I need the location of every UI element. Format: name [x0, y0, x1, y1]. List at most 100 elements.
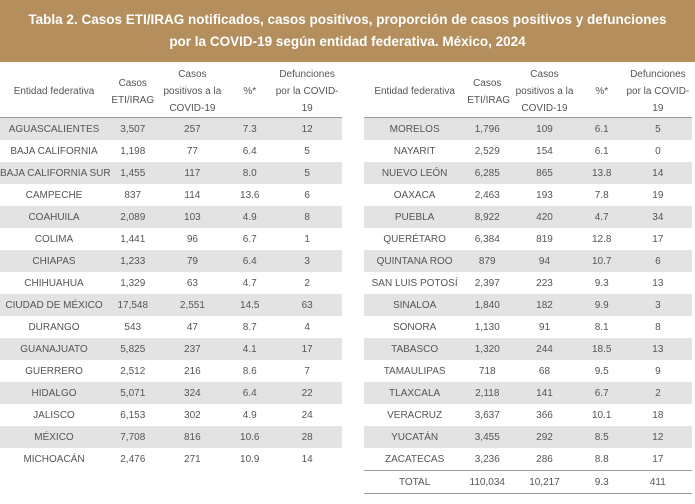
- entity-cell: CAMPECHE: [25, 189, 83, 201]
- table-row: NAYARIT 2,529 154 6.1 0: [364, 140, 692, 162]
- value-cell: 17,548: [108, 294, 158, 316]
- entity-cell: MÉXICO: [0, 426, 108, 448]
- table-row: COLIMA 1,441 96 6.7 1: [0, 228, 342, 250]
- value-cell: 114: [184, 189, 201, 201]
- column-header: Entidad federativa: [0, 66, 108, 118]
- table-row: CAMPECHE 837 114 13.6 6: [0, 184, 342, 206]
- entity-cell: JALISCO: [33, 409, 75, 421]
- value-cell: 2,397: [474, 277, 500, 289]
- value-cell: 47: [186, 321, 198, 333]
- value-cell: 18.5: [579, 338, 624, 360]
- value-cell: 17: [652, 233, 664, 245]
- value-cell: 237: [157, 338, 228, 360]
- value-cell: 1,233: [108, 250, 158, 272]
- table-row: QUERÉTARO 6,384 819 12.8 17: [364, 228, 692, 250]
- table-row: CIUDAD DE MÉXICO 17,548 2,551 14.5 63: [0, 294, 342, 316]
- value-cell: 10.7: [579, 250, 624, 272]
- value-cell: 3,455: [465, 426, 510, 448]
- column-header: Casos ETI/IRAG: [465, 66, 510, 118]
- value-cell: 4.9: [227, 206, 273, 228]
- value-cell: 2: [623, 382, 692, 404]
- table-row: DURANGO 543 47 8.7 4: [0, 316, 342, 338]
- value-cell: 543: [124, 321, 142, 333]
- value-cell: 91: [538, 321, 551, 333]
- entity-cell: VERACRUZ: [387, 409, 443, 421]
- value-cell: 420: [509, 206, 580, 228]
- entity-cell: TOTAL: [364, 470, 466, 494]
- value-cell: 8.1: [594, 321, 609, 333]
- header-row: Entidad federativa Casos ETI/IRAG Casos po…: [0, 66, 342, 118]
- value-cell: 63: [272, 294, 342, 316]
- value-cell: 110,034: [465, 470, 510, 494]
- value-cell: 3,236: [474, 453, 500, 465]
- value-cell: 8: [272, 206, 342, 228]
- value-cell: 1,320: [465, 338, 510, 360]
- table-row: MÉXICO 7,708 816 10.6 28: [0, 426, 342, 448]
- table-row: SAN LUIS POTOSÍ 2,397 223 9.3 13: [364, 272, 692, 294]
- entity-cell: TAMAULIPAS: [383, 365, 446, 377]
- value-cell: 14: [623, 162, 692, 184]
- entity-cell: BAJA CALIFORNIA: [10, 145, 98, 157]
- value-cell: 879: [465, 250, 510, 272]
- table-row: NUEVO LEÓN 6,285 865 13.8 14: [364, 162, 692, 184]
- value-cell: 5: [272, 162, 342, 184]
- value-cell: 2: [304, 277, 310, 289]
- value-cell: 2,551: [157, 294, 228, 316]
- value-cell: 216: [184, 365, 201, 377]
- value-cell: 4.9: [242, 409, 257, 421]
- value-cell: 8.5: [579, 426, 624, 448]
- value-cell: 6: [304, 189, 310, 201]
- value-cell: 6.4: [242, 145, 257, 157]
- value-cell: 12.8: [591, 233, 612, 245]
- value-cell: 5: [304, 145, 310, 157]
- table-row: OAXACA 2,463 193 7.8 19: [364, 184, 692, 206]
- entity-cell: OAXACA: [393, 189, 436, 201]
- value-cell: 9.3: [594, 277, 609, 289]
- table-row: JALISCO 6,153 302 4.9 24: [0, 404, 342, 426]
- value-cell: 3: [623, 294, 692, 316]
- value-cell: 5,071: [108, 382, 158, 404]
- entity-cell: TABASCO: [364, 338, 466, 360]
- value-cell: 324: [157, 382, 228, 404]
- value-cell: 1: [304, 233, 310, 245]
- value-cell: 0: [655, 145, 661, 157]
- value-cell: 2,118: [465, 382, 510, 404]
- table-row: HIDALGO 5,071 324 6.4 22: [0, 382, 342, 404]
- value-cell: 63: [186, 277, 198, 289]
- table-body: AGUASCALIENTES 3,507 257 7.3 12 BAJA CALIFORN…: [0, 117, 342, 471]
- value-cell: 244: [509, 338, 580, 360]
- value-cell: 17: [272, 338, 342, 360]
- value-cell: 1,455: [108, 162, 158, 184]
- value-cell: 286: [536, 453, 553, 465]
- value-cell: 14: [301, 453, 313, 465]
- value-cell: 6.4: [227, 382, 273, 404]
- entity-cell: GUERRERO: [25, 365, 83, 377]
- value-cell: 6: [623, 250, 692, 272]
- value-cell: 19: [652, 189, 664, 201]
- table-row: GUERRERO 2,512 216 8.6 7: [0, 360, 342, 382]
- table-row: SINALOA 1,840 182 9.9 3: [364, 294, 692, 316]
- table-row: TLAXCALA 2,118 141 6.7 2: [364, 382, 692, 404]
- table-row: AGUASCALIENTES 3,507 257 7.3 12: [0, 117, 342, 140]
- entity-cell: CHIHUAHUA: [24, 277, 84, 289]
- value-cell: 366: [536, 409, 553, 421]
- value-cell: 2,529: [474, 145, 500, 157]
- value-cell: 7.8: [594, 189, 609, 201]
- value-cell: 12: [272, 117, 342, 140]
- value-cell: 4: [304, 321, 310, 333]
- value-cell: 109: [509, 117, 580, 140]
- value-cell: 10.9: [240, 453, 260, 465]
- value-cell: 9.9: [579, 294, 624, 316]
- value-cell: 77: [186, 145, 198, 157]
- value-cell: 1,198: [120, 145, 146, 157]
- value-cell: 6,285: [465, 162, 510, 184]
- value-cell: 13.8: [579, 162, 624, 184]
- entity-cell: SONORA: [392, 321, 437, 333]
- value-cell: 10.1: [591, 409, 612, 421]
- value-cell: 6,384: [474, 233, 500, 245]
- entity-cell: GUANAJUATO: [0, 338, 108, 360]
- entity-cell: YUCATÁN: [364, 426, 466, 448]
- table: Entidad federativa Casos ETI/IRAG Casos po…: [0, 66, 342, 470]
- value-cell: 28: [272, 426, 342, 448]
